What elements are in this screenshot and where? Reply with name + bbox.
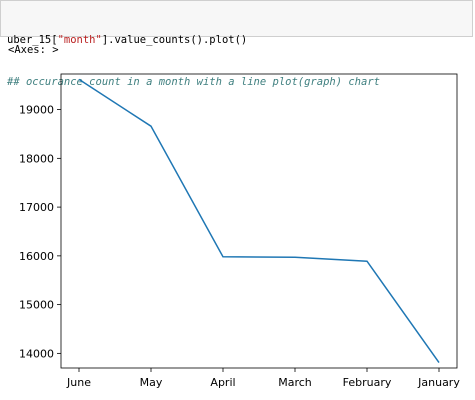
- series-line: [78, 78, 440, 364]
- code-token-string: "month": [57, 34, 102, 46]
- x-tick-label: March: [278, 376, 312, 389]
- y-axis: 14000 15000 16000 17000 18000 19000: [19, 104, 61, 360]
- y-tick-label: 16000: [19, 250, 54, 263]
- code-comment-line: ## occurance count in a month with a lin…: [7, 76, 380, 88]
- plot-frame: [60, 73, 458, 369]
- code-token-suffix: ].value_counts().plot(): [101, 34, 248, 46]
- x-tick-label: June: [66, 376, 91, 389]
- x-tick-label: January: [417, 376, 460, 389]
- code-line-1: uber_15["month"].value_counts().plot(): [7, 33, 466, 47]
- code-cell[interactable]: uber_15["month"].value_counts().plot() #…: [0, 0, 473, 88]
- y-tick-label: 18000: [19, 152, 54, 165]
- y-tick-label: 15000: [19, 299, 54, 312]
- x-tick-label: April: [210, 376, 235, 389]
- x-tick-label: May: [140, 376, 163, 389]
- code-token-prefix: uber_15[: [7, 34, 58, 46]
- y-tick-label: 19000: [19, 104, 54, 117]
- output-repr: <Axes: >: [8, 44, 59, 56]
- y-tick-label: 17000: [19, 201, 54, 214]
- x-axis: June May April March February January: [66, 368, 460, 389]
- x-tick-label: February: [343, 376, 392, 389]
- y-tick-label: 14000: [19, 347, 54, 360]
